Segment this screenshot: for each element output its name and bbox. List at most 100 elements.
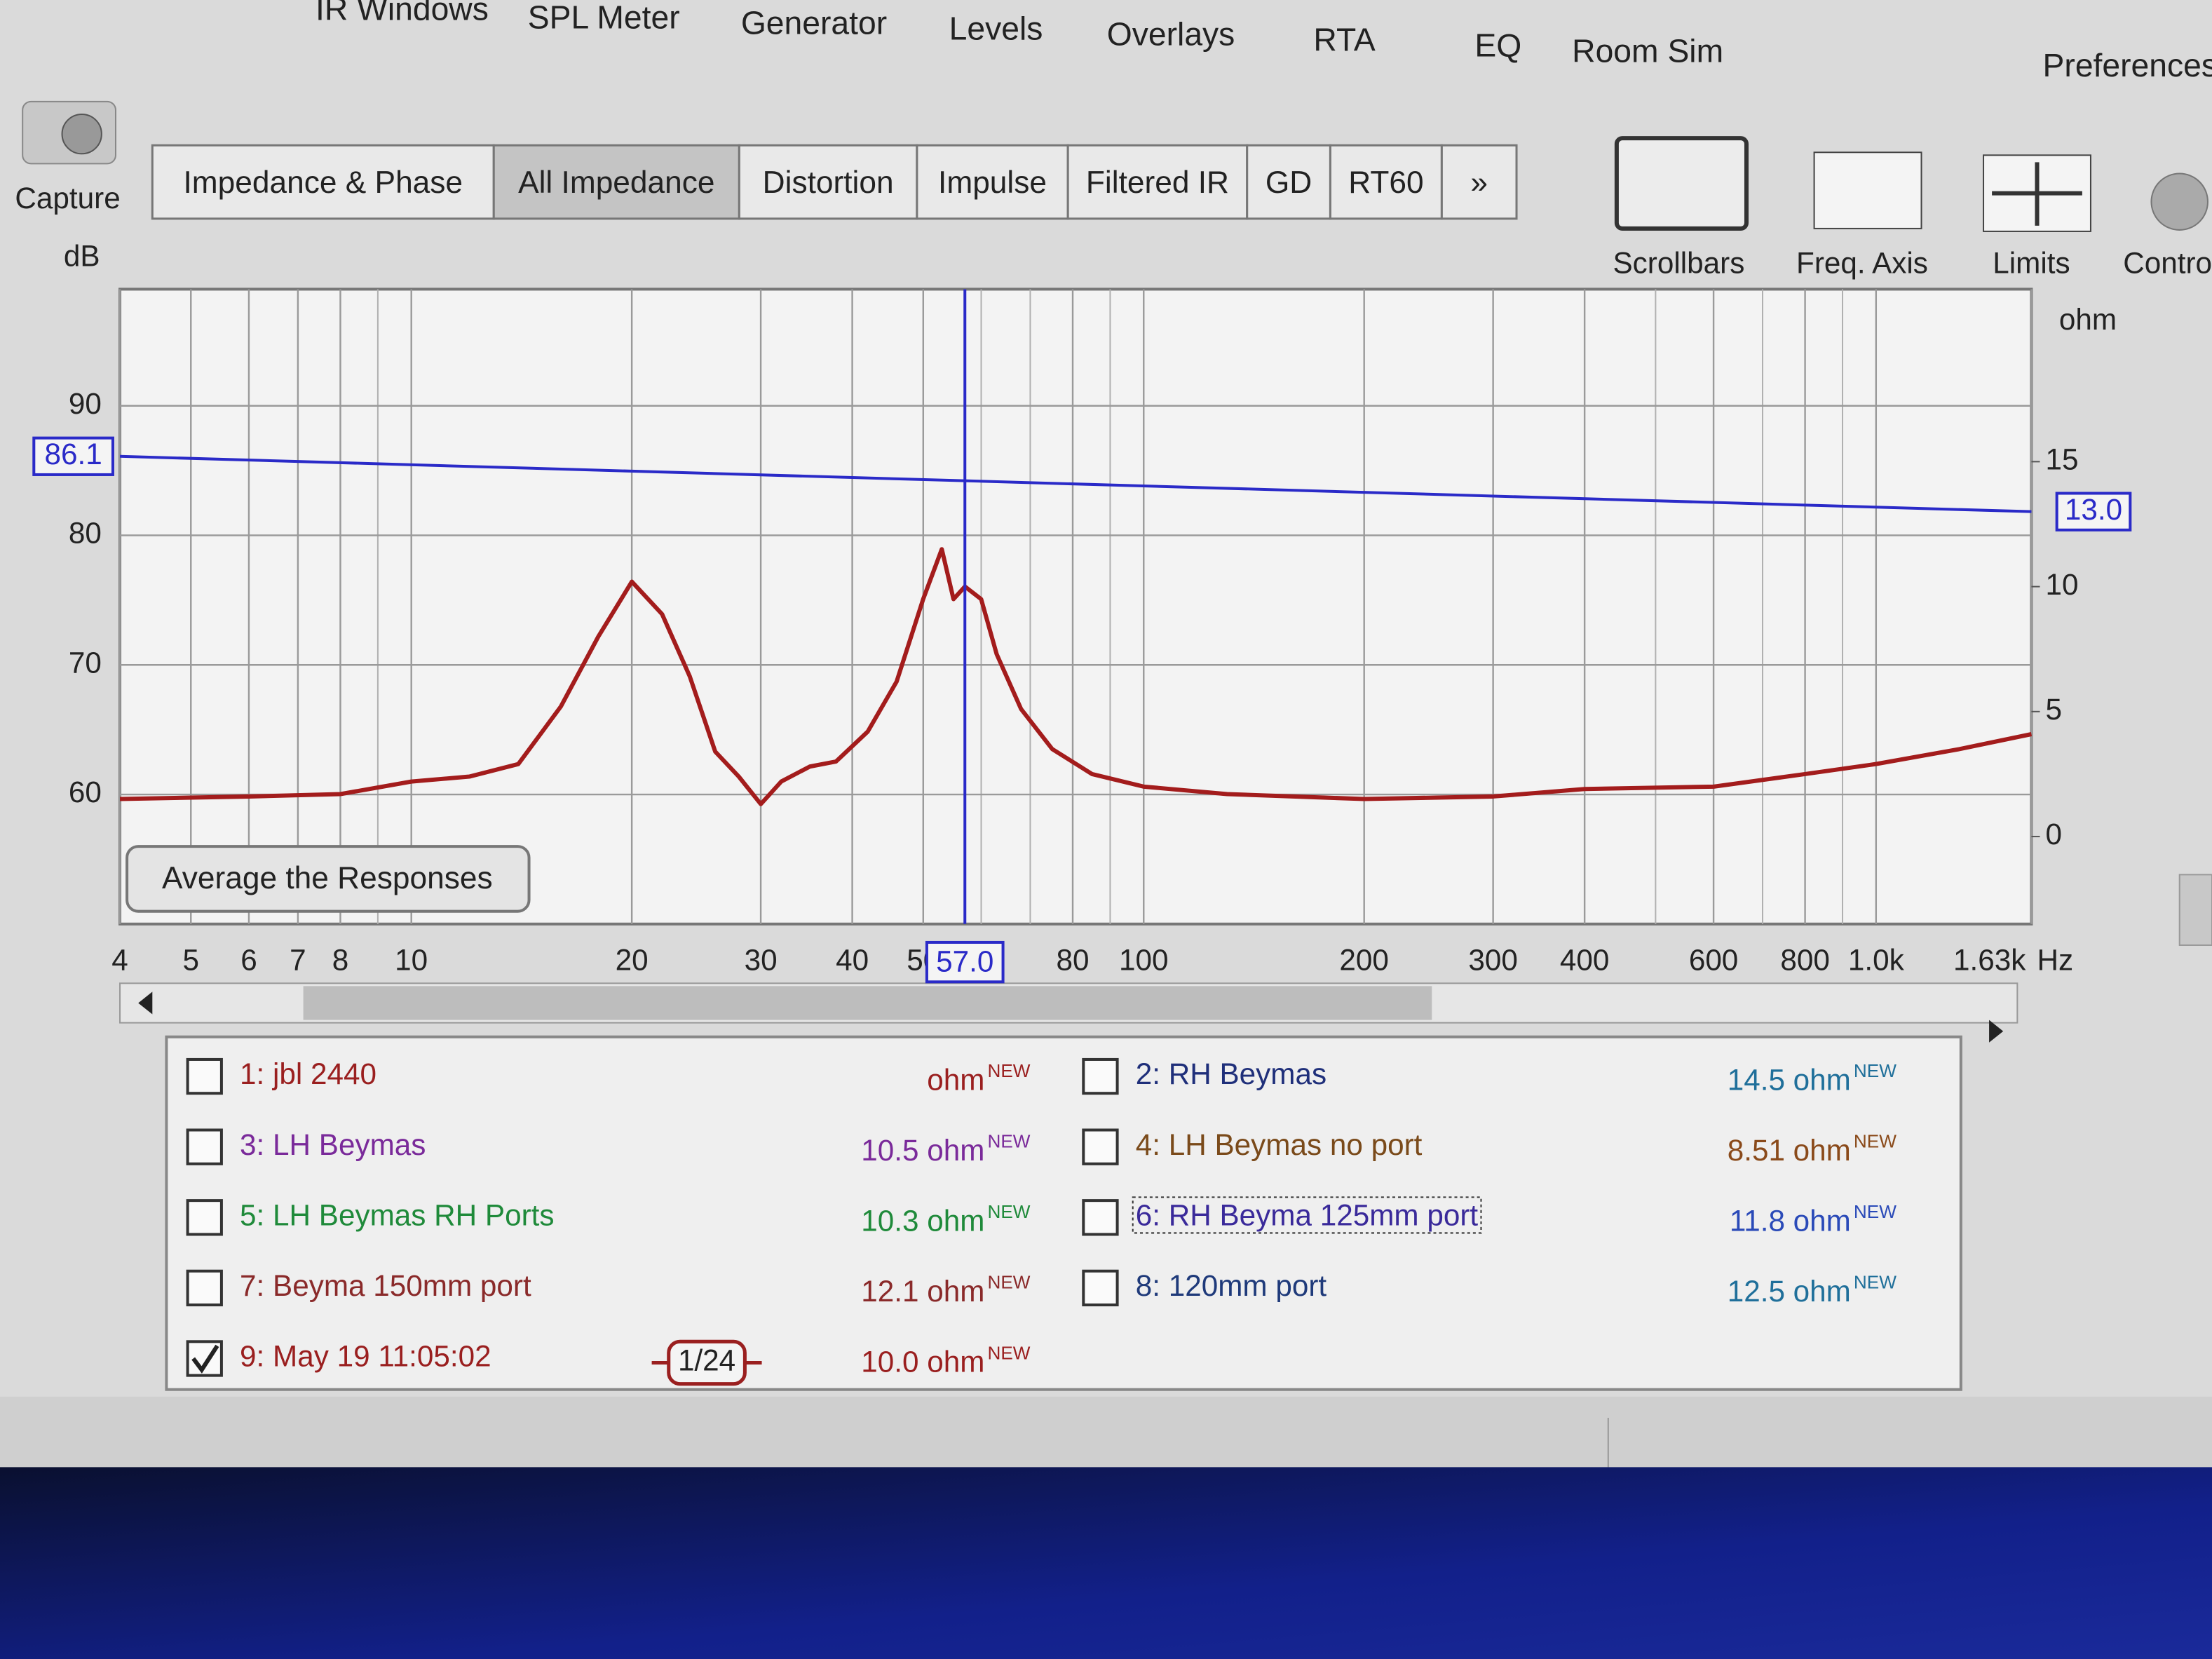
capture-lens xyxy=(61,113,102,155)
tab[interactable] xyxy=(1329,144,1443,220)
cursor-y-box xyxy=(32,436,114,476)
legend-checkbox[interactable] xyxy=(186,1128,223,1165)
smoothing-box[interactable] xyxy=(667,1339,747,1386)
legend-badge: NEW xyxy=(987,1060,1030,1081)
legend-label[interactable]: 5: LH Beymas RH Ports xyxy=(240,1198,554,1231)
tool-label[interactable]: Freq. Axis xyxy=(1796,246,1928,279)
menu-item[interactable]: EQ xyxy=(1474,27,1521,64)
tab-label[interactable]: Impedance & Phase xyxy=(184,165,463,200)
average-button[interactable] xyxy=(125,845,531,913)
x-tick-label: 1.63k xyxy=(1953,943,2026,976)
legend-label[interactable]: 8: 120mm port xyxy=(1136,1269,1327,1302)
scroll-left[interactable] xyxy=(138,991,153,1015)
x-tick-label: 300 xyxy=(1468,943,1518,976)
legend-badge: NEW xyxy=(987,1131,1030,1152)
tab[interactable] xyxy=(151,144,495,220)
menu-item[interactable]: Room Sim xyxy=(1572,33,1723,69)
x-tick-label: 10 xyxy=(395,943,428,976)
tab-label[interactable]: RT60 xyxy=(1348,165,1423,200)
menu-item[interactable]: IR Windows xyxy=(315,0,489,27)
capture-label[interactable]: Capture xyxy=(15,182,120,215)
freq-axis-icon[interactable] xyxy=(1813,151,1922,229)
h-scroll-thumb[interactable] xyxy=(303,986,1432,1020)
tab[interactable] xyxy=(738,144,918,220)
legend-value: ohm xyxy=(927,1063,984,1096)
x-tick-label: 1.0k xyxy=(1848,943,1905,976)
tab-label[interactable]: All Impedance xyxy=(518,165,714,200)
tab[interactable] xyxy=(1246,144,1331,220)
legend-value: 10.5 ohm xyxy=(861,1134,984,1167)
legend-panel xyxy=(165,1035,1962,1391)
y2-tick-label: 10 xyxy=(2046,568,2079,601)
y-tick-label: 60 xyxy=(69,776,102,808)
tool-label[interactable]: Scrollbars xyxy=(1613,246,1744,279)
x-tick-label: 30 xyxy=(745,943,778,976)
average-button-label[interactable]: Average the Responses xyxy=(162,861,493,895)
tab-label[interactable]: Filtered IR xyxy=(1086,165,1229,200)
tab-label[interactable]: Impulse xyxy=(938,165,1047,200)
tab-label[interactable]: » xyxy=(1470,165,1488,200)
legend-badge: NEW xyxy=(987,1201,1030,1222)
menu-item[interactable]: Preferences xyxy=(2043,47,2212,83)
menu-item[interactable]: SPL Meter xyxy=(528,0,680,35)
legend-checkbox[interactable] xyxy=(1082,1057,1119,1095)
y-tick-label: 70 xyxy=(69,646,102,679)
x-tick-label: 7 xyxy=(290,943,306,976)
legend-value: 8.51 ohm xyxy=(1728,1134,1851,1167)
x-tick-label: 4 xyxy=(111,943,128,976)
legend-label[interactable]: 1: jbl 2440 xyxy=(240,1057,376,1090)
grid xyxy=(118,289,2033,924)
x-tick-label: 600 xyxy=(1689,943,1739,976)
menu-item[interactable]: Levels xyxy=(949,10,1043,46)
x-tick-label: 200 xyxy=(1339,943,1389,976)
tab[interactable] xyxy=(1440,144,1518,220)
cursor-y2-box xyxy=(2055,492,2132,531)
y-tick-label: 90 xyxy=(69,387,102,420)
tab-label[interactable]: Distortion xyxy=(763,165,894,200)
legend-label[interactable]: 3: LH Beymas xyxy=(240,1128,426,1161)
x-tick-label: 400 xyxy=(1560,943,1610,976)
tab[interactable] xyxy=(1066,144,1249,220)
menu-item[interactable]: Overlays xyxy=(1107,16,1235,53)
legend-checkbox[interactable] xyxy=(186,1057,223,1095)
side-scroll[interactable] xyxy=(2178,874,2212,946)
legend-label[interactable]: 4: LH Beymas no port xyxy=(1136,1128,1423,1161)
plot-layer xyxy=(119,289,2033,924)
tool-label[interactable]: Controls xyxy=(2123,246,2212,279)
x-unit: Hz xyxy=(2037,943,2073,976)
x-tick-label: 6 xyxy=(240,943,257,976)
controls-icon[interactable] xyxy=(2150,172,2208,231)
x-tick-label: 20 xyxy=(616,943,649,976)
legend-value: 11.8 ohm xyxy=(1730,1204,1851,1237)
legend-badge: NEW xyxy=(987,1272,1030,1293)
desktop-background xyxy=(0,1467,2212,1659)
cursor-x-box xyxy=(925,940,1005,984)
tab-label[interactable]: GD xyxy=(1266,165,1312,200)
legend-checkbox[interactable] xyxy=(186,1199,223,1236)
legend-badge: NEW xyxy=(1854,1201,1897,1222)
legend-label[interactable]: 7: Beyma 150mm port xyxy=(240,1269,531,1302)
legend-checkbox[interactable] xyxy=(1082,1128,1119,1165)
menu-item[interactable]: Generator xyxy=(741,4,887,41)
limits-arrows xyxy=(1992,162,2082,226)
y2-tick-label: 0 xyxy=(2046,818,2063,851)
x-tick-label: 800 xyxy=(1780,943,1830,976)
tool-label[interactable]: Limits xyxy=(1993,246,2070,279)
legend-label[interactable]: 9: May 19 11:05:02 xyxy=(240,1340,491,1373)
legend-checkbox[interactable] xyxy=(186,1269,223,1307)
scroll-right[interactable] xyxy=(1989,1020,2004,1043)
impedance-curve xyxy=(119,547,2033,806)
legend-badge: NEW xyxy=(1854,1060,1897,1081)
smoothing-label[interactable]: 1/24 xyxy=(678,1344,735,1377)
legend-label[interactable]: 2: RH Beymas xyxy=(1136,1057,1326,1090)
cursor-x-label: 57.0 xyxy=(936,944,993,977)
tab[interactable] xyxy=(916,144,1069,220)
legend-badge: NEW xyxy=(1854,1131,1897,1152)
scrollbars-icon[interactable] xyxy=(1614,136,1749,231)
menu-item[interactable]: RTA xyxy=(1313,22,1375,58)
legend-label[interactable]: 6: RH Beyma 125mm port xyxy=(1136,1198,1479,1231)
legend-checkbox[interactable] xyxy=(1082,1269,1119,1307)
legend-checkbox[interactable] xyxy=(1082,1199,1119,1236)
legend-value: 14.5 ohm xyxy=(1728,1063,1851,1096)
